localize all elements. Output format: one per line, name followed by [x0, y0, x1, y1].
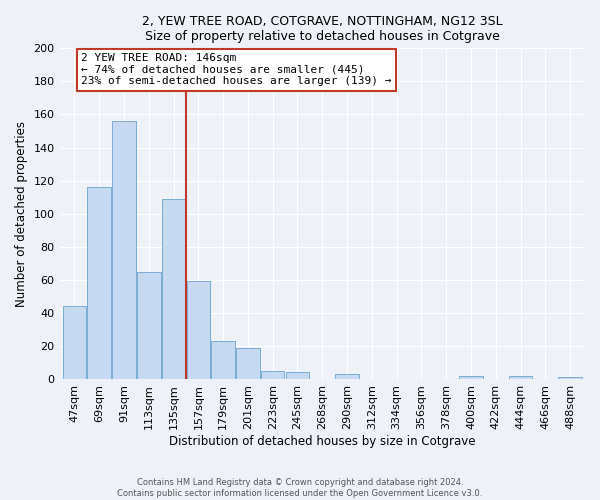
Bar — [62, 306, 86, 379]
Bar — [261, 370, 284, 379]
Bar — [88, 187, 111, 379]
Bar — [162, 199, 185, 379]
Bar — [187, 282, 210, 379]
Bar — [236, 348, 260, 379]
Bar — [112, 121, 136, 379]
Bar — [286, 372, 309, 379]
Bar — [509, 376, 532, 379]
Bar — [459, 376, 483, 379]
Title: 2, YEW TREE ROAD, COTGRAVE, NOTTINGHAM, NG12 3SL
Size of property relative to de: 2, YEW TREE ROAD, COTGRAVE, NOTTINGHAM, … — [142, 15, 503, 43]
Bar — [335, 374, 359, 379]
Bar — [211, 341, 235, 379]
Text: Contains HM Land Registry data © Crown copyright and database right 2024.
Contai: Contains HM Land Registry data © Crown c… — [118, 478, 482, 498]
Y-axis label: Number of detached properties: Number of detached properties — [15, 120, 28, 306]
Text: 2 YEW TREE ROAD: 146sqm
← 74% of detached houses are smaller (445)
23% of semi-d: 2 YEW TREE ROAD: 146sqm ← 74% of detache… — [82, 54, 392, 86]
Bar — [137, 272, 161, 379]
X-axis label: Distribution of detached houses by size in Cotgrave: Distribution of detached houses by size … — [169, 434, 476, 448]
Bar — [559, 378, 582, 379]
